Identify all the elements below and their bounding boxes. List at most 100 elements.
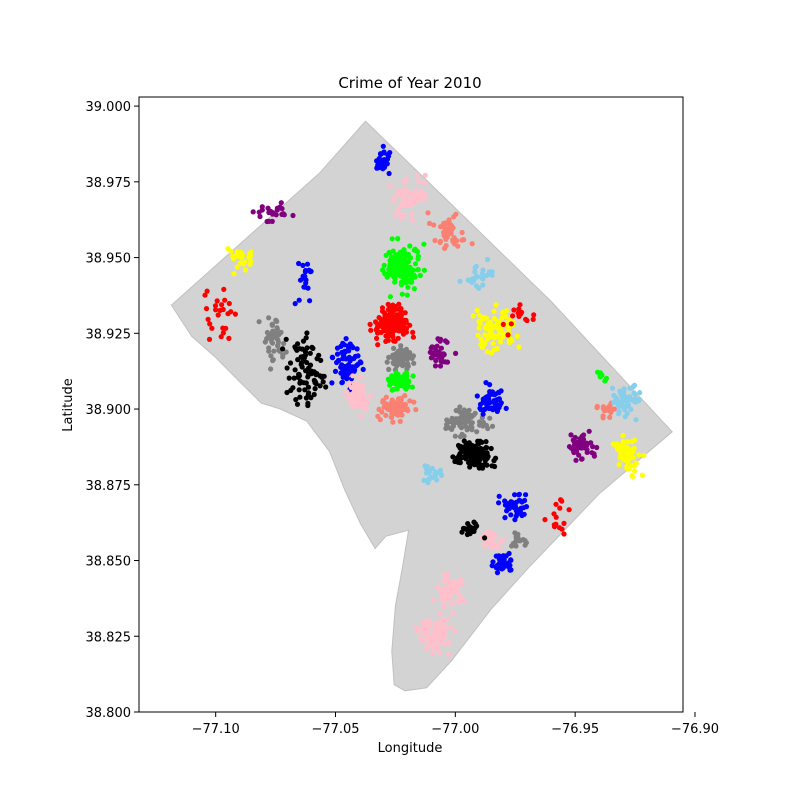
data-point (380, 267, 386, 273)
data-point (639, 472, 646, 478)
data-point (465, 521, 471, 527)
data-point (435, 584, 441, 590)
data-point (339, 362, 345, 368)
y-tick-label: 38.950 (86, 252, 132, 267)
data-point (354, 382, 360, 388)
data-point (401, 187, 408, 193)
data-point (505, 332, 511, 338)
data-point (359, 390, 365, 396)
data-point (402, 401, 408, 407)
data-point (426, 220, 433, 226)
data-point (386, 272, 392, 278)
data-point (412, 261, 419, 267)
data-point (551, 524, 558, 530)
data-point (437, 611, 443, 617)
data-point (441, 604, 447, 610)
data-point (519, 512, 525, 519)
data-point (409, 217, 415, 223)
data-point (494, 346, 500, 352)
data-point (344, 376, 350, 382)
data-point (437, 363, 444, 369)
data-point (614, 396, 620, 402)
data-point (256, 209, 262, 215)
data-point (391, 338, 397, 344)
data-point (430, 636, 436, 642)
data-point (293, 397, 299, 403)
data-point (418, 635, 424, 642)
data-point (413, 407, 419, 413)
y-axis-ticks: 38.800 38.825 38.850 38.875 38.900 38.925 38.9… (86, 100, 139, 721)
x-tick-label: −76.95 (551, 722, 599, 737)
data-point (403, 253, 409, 259)
data-point (390, 411, 396, 417)
data-point (462, 446, 468, 452)
data-point (203, 306, 210, 312)
data-point (292, 344, 298, 350)
data-point (590, 444, 596, 450)
data-point (482, 458, 488, 464)
data-point (511, 492, 518, 498)
data-point (401, 247, 407, 253)
data-point (454, 238, 460, 244)
data-point (461, 438, 467, 444)
data-point (483, 445, 489, 451)
data-point (482, 535, 488, 541)
data-point (235, 253, 241, 259)
data-point (405, 408, 411, 414)
data-point (407, 279, 413, 285)
data-point (271, 348, 277, 354)
data-point (394, 315, 400, 321)
data-point (421, 180, 427, 186)
data-point (411, 286, 417, 292)
data-point (579, 433, 585, 439)
data-point (268, 366, 274, 372)
data-point (490, 341, 496, 347)
data-point (280, 346, 286, 352)
data-point (603, 375, 610, 381)
data-point (512, 504, 519, 510)
data-point (609, 385, 616, 391)
data-point (515, 531, 521, 537)
data-point (420, 197, 426, 203)
data-point (355, 361, 361, 367)
data-point (215, 312, 221, 318)
data-point (454, 584, 461, 590)
data-point (500, 536, 506, 542)
data-point (298, 361, 304, 368)
data-point (482, 406, 488, 412)
data-point (398, 306, 404, 312)
data-point (380, 399, 386, 405)
data-point (280, 354, 286, 360)
data-point (453, 350, 459, 356)
data-point (375, 162, 381, 168)
data-point (390, 419, 396, 425)
data-point (594, 403, 600, 409)
data-point (519, 499, 525, 505)
data-point (589, 450, 595, 456)
data-point (450, 421, 456, 427)
data-point (493, 455, 499, 461)
data-point (441, 641, 447, 647)
data-point (297, 277, 304, 283)
data-point (273, 317, 279, 323)
data-point (584, 449, 590, 455)
data-point (572, 434, 578, 441)
data-point (226, 300, 232, 307)
data-point (487, 382, 493, 388)
data-point (469, 427, 475, 433)
data-point (414, 249, 421, 255)
data-point (521, 505, 527, 511)
data-point (344, 389, 350, 396)
data-point (213, 307, 219, 313)
data-point (385, 406, 391, 412)
data-point (615, 446, 621, 453)
data-point (485, 539, 491, 545)
data-point (344, 369, 350, 375)
data-point (632, 391, 638, 397)
data-point (266, 348, 272, 354)
data-point (472, 269, 478, 275)
data-point (473, 263, 479, 269)
data-point (508, 557, 514, 563)
data-point (313, 381, 319, 387)
data-point (451, 579, 457, 585)
